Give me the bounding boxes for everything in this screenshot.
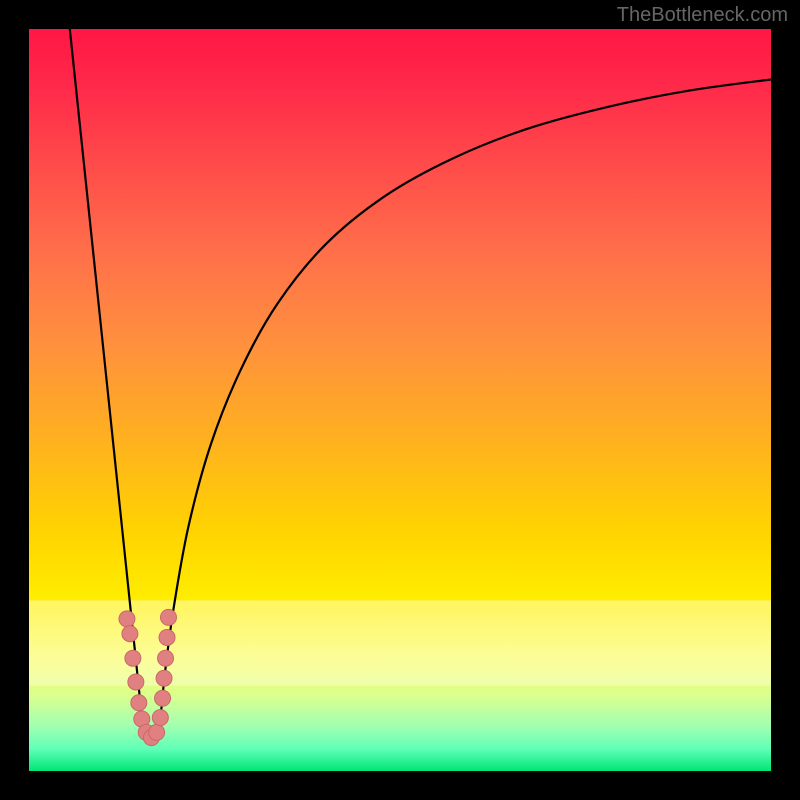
data-marker [158,650,174,666]
data-marker [125,650,141,666]
watermark-text: TheBottleneck.com [617,4,788,27]
data-marker [119,611,135,627]
curves-layer [29,29,771,771]
data-marker [159,629,175,645]
data-marker [122,626,138,642]
data-marker [156,670,172,686]
data-marker [160,609,176,625]
data-marker [128,674,144,690]
data-marker [131,695,147,711]
right-curve [159,79,771,737]
data-marker [149,724,165,740]
plot-area [29,29,771,771]
chart-container: TheBottleneck.com [0,0,800,800]
data-marker [152,710,168,726]
marker-group [119,609,177,745]
data-marker [155,690,171,706]
